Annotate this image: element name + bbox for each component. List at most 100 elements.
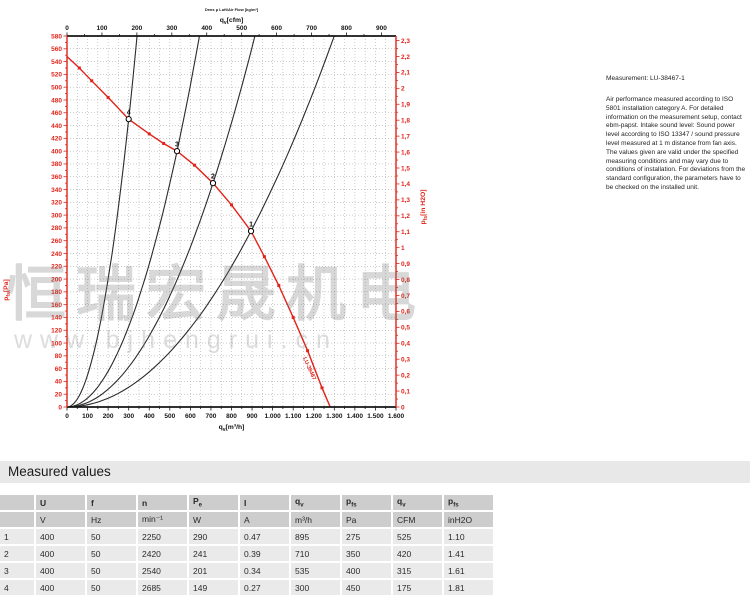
svg-text:900: 900 (247, 413, 258, 420)
table-unit-cell: Pa (342, 512, 391, 527)
table-cell: 3 (0, 563, 34, 578)
table-cell: 350 (342, 546, 391, 561)
table-unit-cell: inH2O (444, 512, 493, 527)
table-cell: 400 (36, 546, 85, 561)
chart-small-title: Dens ρ Luft/Air Flow [kg/m³] (205, 7, 259, 12)
table-cell: 400 (36, 580, 85, 595)
svg-text:1.100: 1.100 (285, 413, 302, 420)
measured-point-marker (262, 255, 266, 259)
svg-text:1: 1 (249, 222, 253, 229)
svg-text:520: 520 (51, 72, 62, 79)
measured-point-marker (147, 132, 151, 136)
fan-curve (66, 55, 331, 408)
table-unit-cell: A (240, 512, 289, 527)
svg-text:0: 0 (401, 404, 405, 411)
measured-point-marker (106, 95, 110, 99)
table-cell: 710 (291, 546, 340, 561)
table-cell: 2420 (138, 546, 187, 561)
operating-point-marker (173, 148, 181, 155)
measured-values-header: Measured values (0, 461, 750, 483)
table-cell: 1.61 (444, 563, 493, 578)
table-header-cell: Pe (189, 495, 238, 510)
table-header-cell: pfs (342, 495, 391, 510)
svg-text:1,7: 1,7 (401, 133, 410, 140)
svg-text:200: 200 (103, 413, 114, 420)
svg-text:440: 440 (51, 123, 62, 130)
table-cell: 175 (393, 580, 442, 595)
svg-text:800: 800 (226, 413, 237, 420)
operating-point-marker (125, 116, 132, 123)
svg-text:340: 340 (51, 187, 62, 194)
table-cell: 0.27 (240, 580, 289, 595)
table-cell: 315 (393, 563, 442, 578)
operating-point-marker (209, 180, 217, 187)
svg-text:0,4: 0,4 (401, 341, 410, 348)
svg-text:pfs[in H2O]: pfs[in H2O] (420, 189, 429, 224)
system-resistance-curves (67, 36, 335, 407)
table-cell: 0.34 (240, 563, 289, 578)
svg-text:20: 20 (55, 392, 63, 399)
table-cell: 50 (87, 529, 136, 544)
table-unit-cell: V (36, 512, 85, 527)
table-row: 1 400 50 2250 290 0.47 895 275 525 1.10 (0, 529, 493, 544)
svg-text:1,5: 1,5 (401, 165, 410, 172)
measured-point-marker (230, 203, 233, 207)
table-cell: 525 (393, 529, 442, 544)
table-header-cell: qv (393, 495, 442, 510)
svg-text:100: 100 (51, 340, 62, 347)
svg-text:0,1: 0,1 (401, 388, 410, 395)
svg-text:0: 0 (65, 25, 69, 32)
measured-point-marker (277, 283, 281, 287)
svg-text:160: 160 (51, 302, 62, 309)
svg-text:480: 480 (51, 97, 62, 104)
right-axis-label: pfs[in H2O] (420, 189, 429, 224)
svg-text:1,9: 1,9 (401, 102, 410, 109)
svg-text:1,6: 1,6 (401, 149, 410, 156)
svg-text:400: 400 (144, 413, 155, 420)
bottom-axis-label: qv[m³/h] (219, 424, 245, 433)
svg-text:400: 400 (51, 148, 62, 155)
svg-text:1.600: 1.600 (388, 413, 405, 420)
table-row: 3 400 50 2540 201 0.34 535 400 315 1.61 (0, 563, 493, 578)
table-row: 2 400 50 2420 241 0.39 710 350 420 1.41 (0, 546, 493, 561)
svg-text:1.500: 1.500 (367, 413, 384, 420)
svg-text:500: 500 (236, 25, 247, 32)
table-unit-cell: CFM (393, 512, 442, 527)
table-cell: 201 (189, 563, 238, 578)
table-cell: 420 (393, 546, 442, 561)
svg-text:300: 300 (166, 25, 177, 32)
table-cell: 2250 (138, 529, 187, 544)
svg-text:500: 500 (164, 413, 175, 420)
table-cell: 149 (189, 580, 238, 595)
table-header-cell: f (87, 495, 136, 510)
svg-text:540: 540 (51, 59, 62, 66)
table-unit-cell: m³/h (291, 512, 340, 527)
table-cell: 275 (342, 529, 391, 544)
svg-text:500: 500 (51, 84, 62, 91)
svg-text:pfs[Pa]: pfs[Pa] (3, 279, 12, 300)
svg-text:900: 900 (376, 25, 387, 32)
table-header-cell: n (138, 495, 187, 510)
svg-text:240: 240 (51, 251, 62, 258)
svg-text:140: 140 (51, 315, 62, 322)
svg-text:0: 0 (65, 413, 69, 420)
measured-point-marker (306, 349, 310, 353)
operating-point-marker (247, 227, 255, 235)
svg-text:1,1: 1,1 (401, 229, 410, 236)
table-cell: 2685 (138, 580, 187, 595)
svg-text:2: 2 (211, 174, 215, 181)
svg-text:560: 560 (51, 46, 62, 53)
table-cell: 300 (291, 580, 340, 595)
svg-text:40: 40 (55, 379, 63, 386)
operating-points: 1 2 3 4 (125, 110, 255, 235)
table-cell: 50 (87, 563, 136, 578)
svg-text:1,2: 1,2 (401, 213, 410, 220)
axes: 0 100 200 300 400 500 600 700 800 900 1.000 1.100 1.… (3, 7, 429, 433)
table-unit-cell (0, 512, 34, 527)
table-cell: 0.47 (240, 529, 289, 544)
svg-text:0,3: 0,3 (401, 357, 410, 364)
svg-text:300: 300 (51, 212, 62, 219)
table-header-cell: I (240, 495, 289, 510)
table-cell: 895 (291, 529, 340, 544)
table-unit-cell: min⁻¹ (138, 512, 187, 527)
